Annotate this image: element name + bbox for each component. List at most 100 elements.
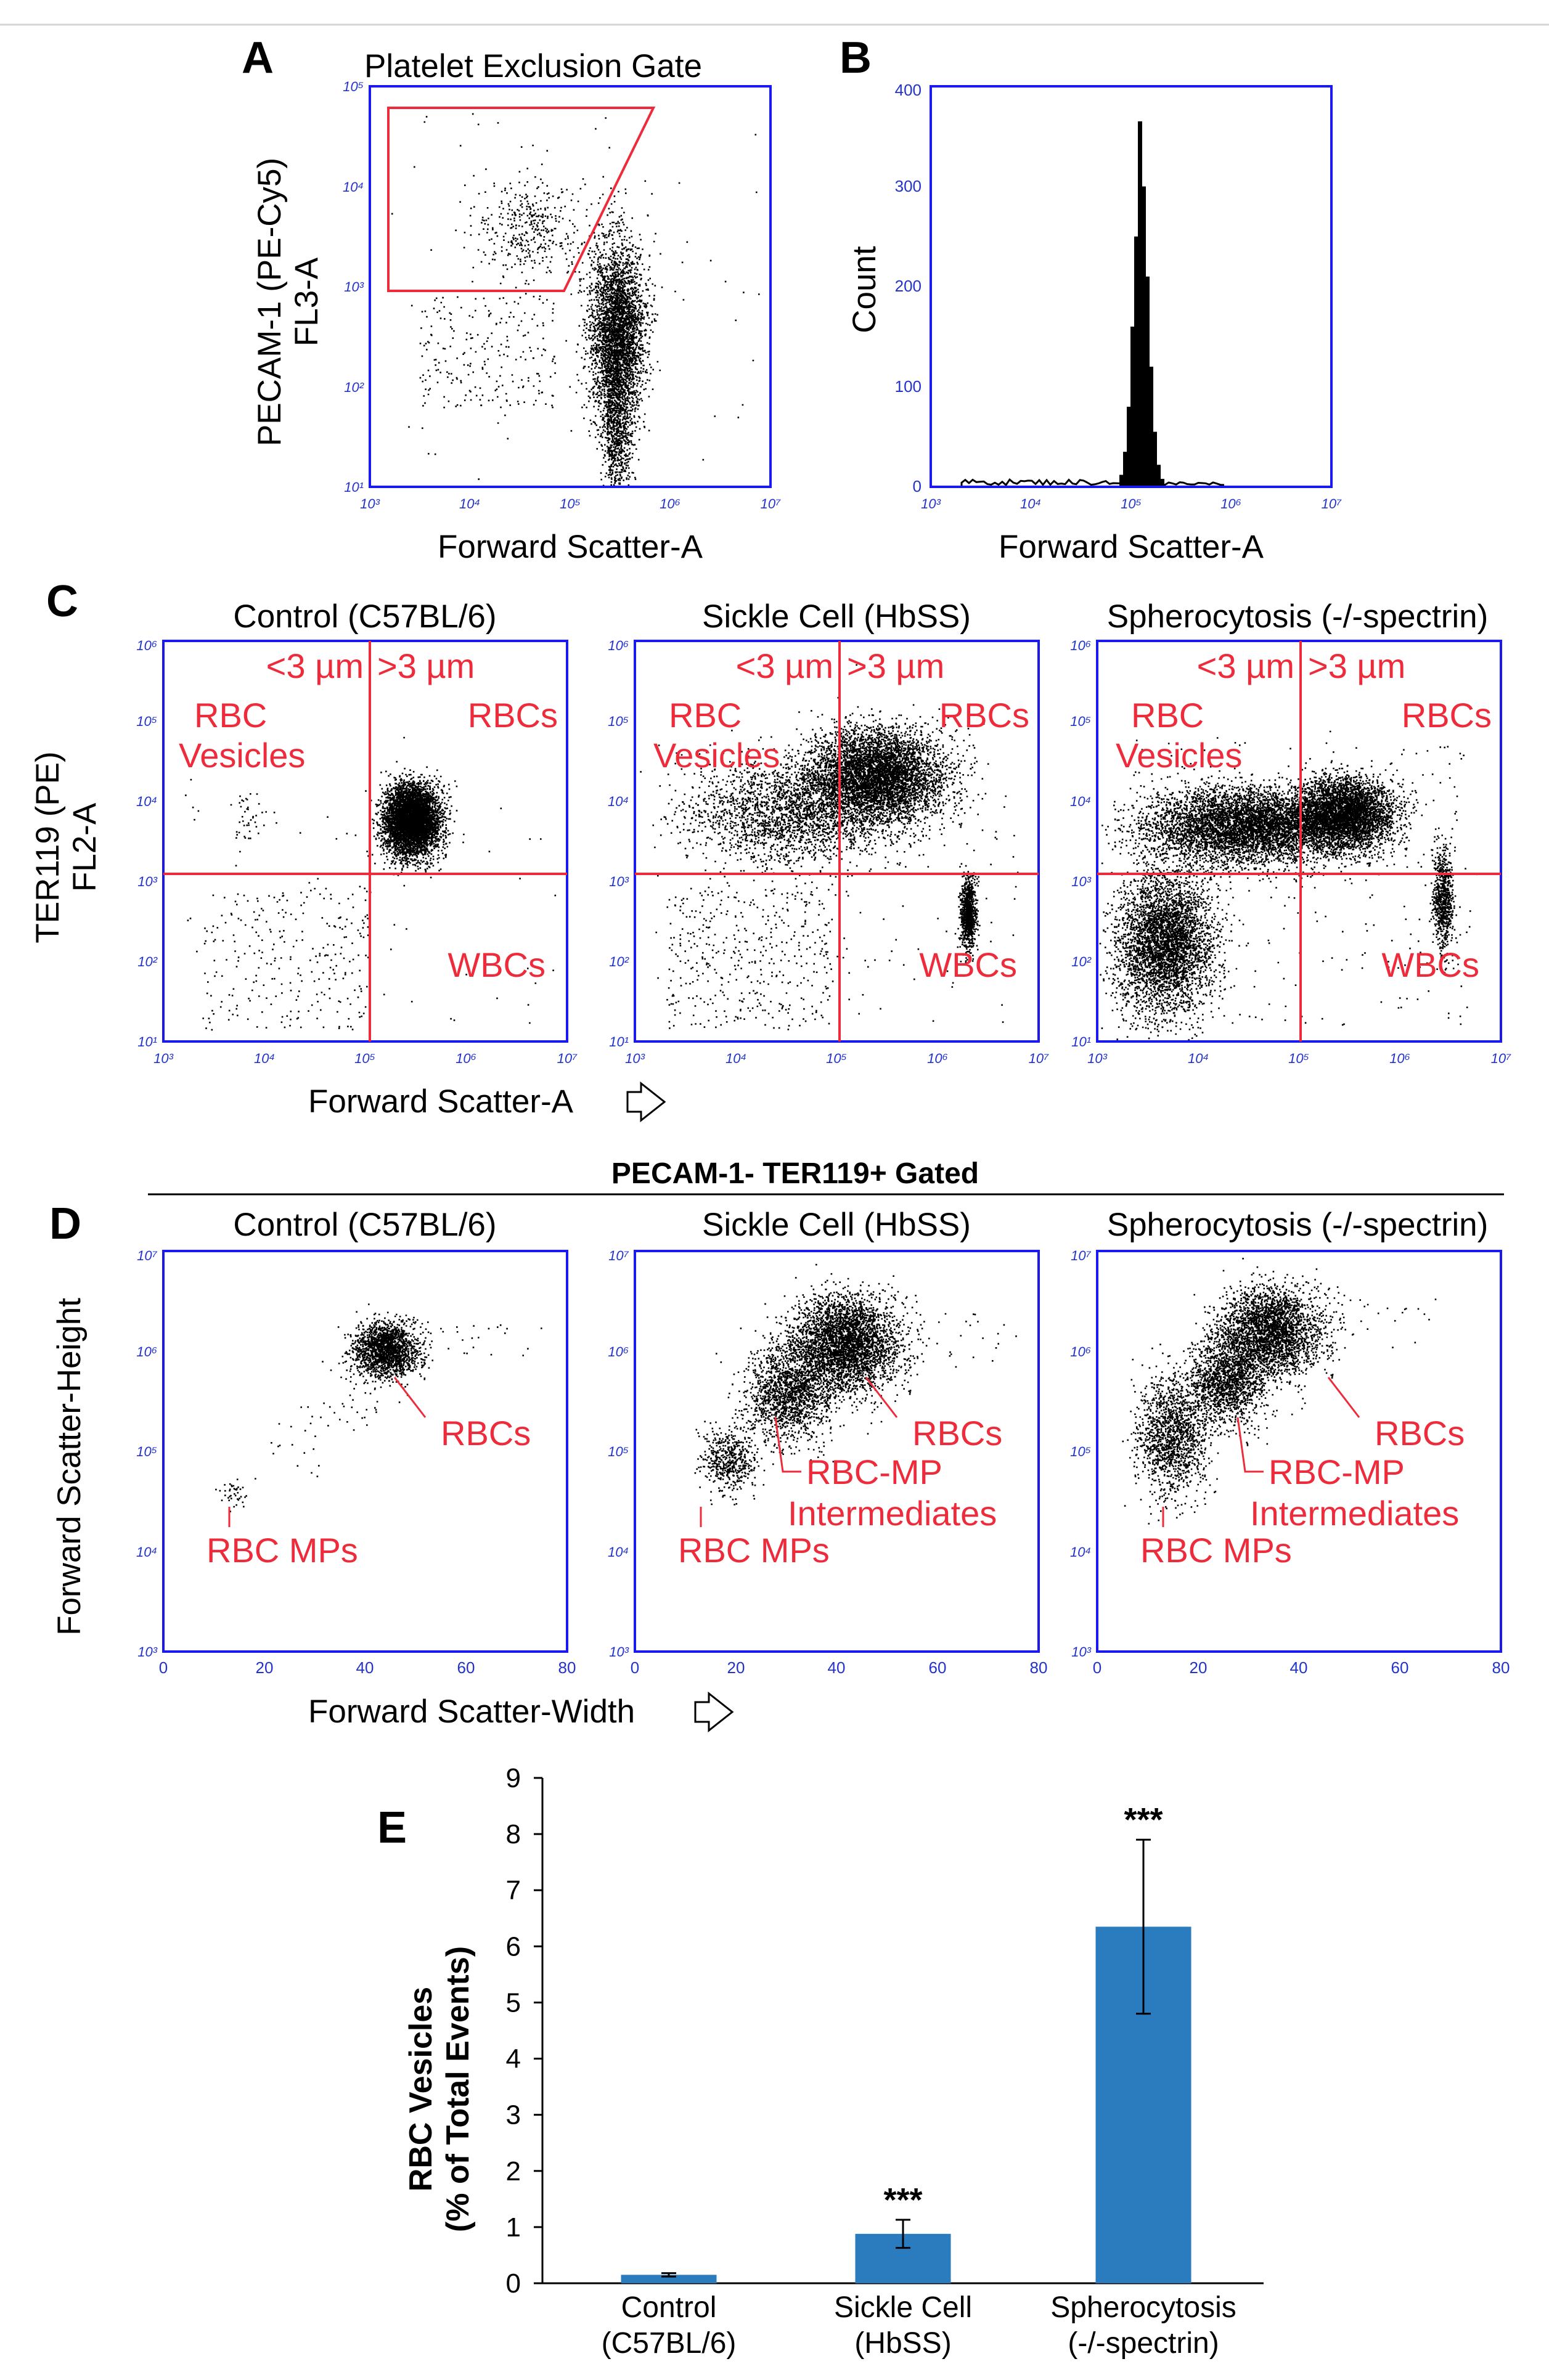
y-tick-label: 10⁴	[608, 794, 629, 809]
panel-d-title-sickle: Sickle Cell (HbSS)	[702, 1207, 971, 1243]
d-control-rbcs-pointer	[393, 1377, 427, 1418]
panel-c-ylabel-line1: TER119 (PE)	[30, 751, 66, 943]
c-sickle-y-ticks: 10¹ 10² 10³ 10⁴ 10⁵ 10⁶	[608, 638, 629, 1049]
x-tick-label: 10⁶	[660, 496, 680, 511]
d-sickle-rbcs: RBCs	[912, 1414, 1002, 1453]
x-tick-label: 0	[631, 1658, 639, 1677]
panel-a-title: Platelet Exclusion Gate	[364, 48, 702, 84]
y-tick-label: 10¹	[344, 479, 364, 495]
x-tick-label: 10⁵	[1288, 1051, 1309, 1066]
d-control-x-ticks: 0 20 40 60 80	[159, 1658, 576, 1677]
y-tick-label: 10⁷	[608, 1248, 629, 1263]
y-tick-label: 7	[506, 1875, 521, 1905]
x-tick-label: 10³	[153, 1051, 173, 1066]
y-tick-label: 10⁵	[136, 1444, 157, 1459]
c-spherocytosis-x-ticks: 10³ 10⁴ 10⁵ 10⁶ 10⁷	[1087, 1051, 1511, 1066]
y-tick-label: 10⁵	[1070, 714, 1091, 729]
panel-e-bars: *** ***	[621, 1801, 1191, 2283]
d-control-scatter	[215, 1303, 542, 1512]
histogram-bin	[1149, 367, 1153, 487]
y-tick-label: 10³	[1071, 1644, 1091, 1660]
y-tick-label: 4	[506, 2044, 521, 2074]
y-tick-label: 10⁷	[1071, 1248, 1091, 1263]
panel-b-ylabel: Count	[846, 246, 883, 333]
x-tick-label: 10⁴	[1020, 496, 1041, 511]
d-sickle-intermediates-1: RBC-MP	[806, 1453, 942, 1491]
y-tick-label: 400	[895, 81, 922, 99]
y-tick-label: 10³	[609, 1644, 629, 1660]
x-tick-label: 10³	[921, 496, 941, 511]
panel-d-control-plot: RBCs RBC MPs 0 20 40 60 80 10³ 10⁴ 10⁵ 1…	[136, 1248, 576, 1677]
x-tick-label: 10⁷	[1029, 1051, 1049, 1066]
y-tick-label: 10¹	[609, 1034, 629, 1049]
panel-d-title-spherocytosis: Spherocytosis (-/-spectrin)	[1107, 1207, 1489, 1243]
x-tick-label: 10⁶	[456, 1051, 476, 1066]
y-tick-label: 10⁵	[1070, 1444, 1091, 1459]
y-tick-label: 10¹	[1071, 1034, 1091, 1049]
y-tick-label: 8	[506, 1819, 521, 1849]
d-sickle-intermediates-2: Intermediates	[788, 1494, 997, 1533]
x-tick-label: 10⁴	[1188, 1051, 1209, 1066]
c-sickle-gt3: >3 µm	[847, 646, 944, 685]
c-control-gt3: >3 µm	[377, 646, 475, 685]
y-tick-label: 3	[506, 2100, 521, 2130]
x-tick-label: 60	[929, 1658, 947, 1677]
panel-d-xlabel: Forward Scatter-Width	[308, 1693, 635, 1730]
x-tick-label: 60	[1391, 1658, 1409, 1677]
panel-c-letter: C	[46, 577, 78, 626]
panel-e-y-ticks: 0 1 2 3 4 5 6 7 8 9	[506, 1763, 542, 2299]
x-tick-label: 20	[1190, 1658, 1208, 1677]
x-tick-label: 10⁴	[254, 1051, 275, 1066]
d-sickle-rbc-mps: RBC MPs	[678, 1531, 830, 1570]
y-tick-label: 10⁷	[137, 1248, 157, 1263]
d-control-rbcs: RBCs	[441, 1414, 531, 1453]
panel-b-xlabel: Forward Scatter-A	[999, 529, 1264, 565]
c-control-rbcs: RBCs	[468, 696, 558, 735]
panel-d-title-control: Control (C57BL/6)	[233, 1207, 496, 1243]
panel-c-title-spherocytosis: Spherocytosis (-/-spectrin)	[1107, 598, 1489, 635]
c-spherocytosis-rbc-vesicles-1: RBC	[1131, 696, 1204, 735]
y-tick-label: 10⁶	[136, 1344, 157, 1359]
x-tick-label: 0	[1093, 1658, 1101, 1677]
significance-label: ***	[883, 2182, 922, 2219]
histogram-bin	[1119, 475, 1124, 487]
c-spherocytosis-y-ticks: 10¹ 10² 10³ 10⁴ 10⁵ 10⁶	[1070, 638, 1092, 1049]
arrow-right-icon	[694, 1691, 734, 1733]
x-tick-label: 10⁶	[1389, 1051, 1410, 1066]
y-tick-label: 200	[895, 277, 922, 295]
histogram-bin	[1153, 431, 1157, 487]
c-sickle-frame	[634, 640, 1040, 1043]
d-spherocytosis-rbcs-pointer	[1327, 1377, 1360, 1418]
y-tick-label: 100	[895, 377, 922, 396]
panel-a-scatter	[391, 113, 760, 487]
platelet-gate	[387, 107, 656, 292]
d-spherocytosis-rbc-mps: RBC MPs	[1140, 1531, 1292, 1570]
category-label: (C57BL/6)	[602, 2327, 737, 2360]
arrow-right-icon	[626, 1081, 666, 1123]
c-spherocytosis-rbcs: RBCs	[1402, 696, 1492, 735]
panel-c-title-control: Control (C57BL/6)	[233, 598, 496, 635]
c-sickle-rbc-vesicles-2: Vesicles	[653, 736, 780, 775]
panel-b-histogram	[960, 121, 1225, 487]
d-sickle-frame	[634, 1250, 1040, 1653]
y-tick-label: 10²	[137, 954, 157, 969]
panel-e-categories: Control(C57BL/6) Sickle Cell(HbSS) Spheroc…	[602, 2291, 1236, 2360]
scatter-points	[694, 1263, 1017, 1506]
histogram-baseline	[960, 478, 1225, 487]
c-spherocytosis-rbc-vesicles-2: Vesicles	[1116, 736, 1242, 775]
y-tick-label: 1	[506, 2212, 521, 2243]
x-tick-label: 10⁷	[1322, 496, 1342, 511]
x-tick-label: 0	[159, 1658, 168, 1677]
scatter-points	[1099, 730, 1478, 1041]
panel-b-frame	[930, 85, 1333, 488]
d-control-frame	[162, 1250, 568, 1653]
x-tick-label: 60	[457, 1658, 475, 1677]
x-tick-label: 20	[256, 1658, 274, 1677]
panel-b: B Count 10³ 10⁴ 10⁵ 10⁶ 10⁷ 0 100 200 30…	[840, 33, 1342, 565]
panel-c: C TER119 (PE) FL2-A Control (C57BL/6) Si…	[30, 577, 1511, 1123]
x-tick-label: 10⁵	[354, 1051, 375, 1066]
c-sickle-lt3: <3 µm	[736, 646, 833, 685]
x-tick-label: 40	[356, 1658, 374, 1677]
panel-a-x-ticks: 10³ 10⁴ 10⁵ 10⁶ 10⁷	[360, 496, 781, 511]
panel-a-letter: A	[242, 33, 274, 83]
